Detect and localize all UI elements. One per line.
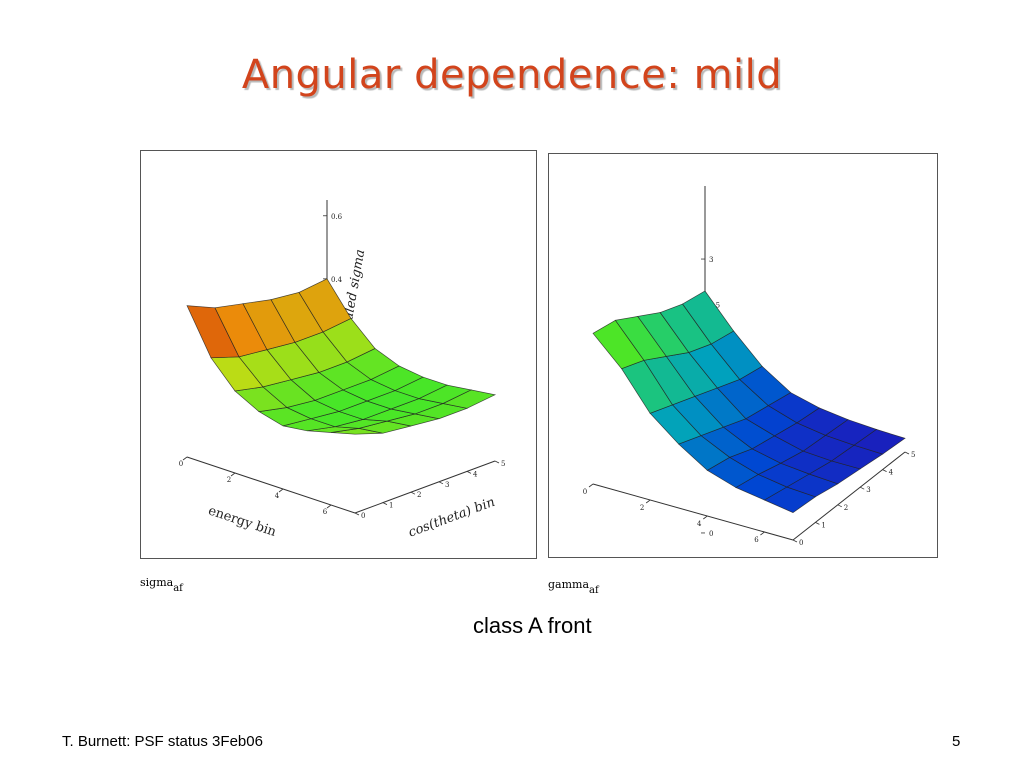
sigma-y-axis-title: cos(theta) bin — [406, 495, 497, 541]
sigma-y-tick-mark — [410, 491, 416, 495]
sigma-caption-main: sigma — [140, 576, 174, 589]
gamma-y-tick-mark — [837, 504, 842, 508]
gamma-caption: gammaaf — [548, 578, 599, 596]
gamma-x-tick-mark — [588, 483, 594, 488]
gamma-z-tick-label: 3 — [709, 256, 713, 264]
gamma-y-tick-mark — [882, 469, 887, 472]
slide-title: Angular dependence: mild — [241, 52, 783, 98]
sigma-caption-sub: af — [173, 583, 183, 594]
gamma-x-tick-label: 0 — [583, 488, 587, 496]
gamma-y-tick-mark — [860, 486, 865, 490]
gamma-y-tick-mark — [815, 522, 820, 525]
page-number: 5 — [952, 733, 961, 750]
slide-subtitle: class A front — [473, 613, 592, 638]
gamma-y-tick-label: 1 — [821, 521, 825, 529]
sigma-x-tick-label: 2 — [227, 476, 231, 484]
sigma-y-tick-label: 5 — [501, 460, 505, 468]
gamma-x-tick-label: 6 — [754, 536, 759, 544]
sigma-x-axis-line — [186, 456, 356, 514]
sigma-surface — [186, 278, 497, 435]
sigma-x-tick-label: 4 — [275, 492, 280, 500]
sigma-y-tick-label: 4 — [473, 470, 478, 478]
gamma-y-axis-line — [792, 451, 906, 541]
sigma-x-tick-mark — [278, 488, 284, 493]
sigma-y-axis-line — [354, 460, 496, 514]
gamma-y-tick-label: 3 — [866, 486, 870, 494]
sigma-y-tick-label: 2 — [417, 491, 421, 499]
gamma-x-tick-mark — [645, 499, 651, 504]
gamma-surface — [592, 290, 906, 514]
gamma-x-tick-label: 2 — [640, 504, 644, 512]
gamma-x-tick-mark — [703, 515, 708, 520]
gamma-y-tick-mark — [904, 451, 910, 455]
gamma-y-tick-label: 4 — [889, 469, 894, 477]
sigma-y-tick-label: 3 — [445, 481, 449, 489]
sigma-y-tick-label: 1 — [389, 502, 393, 510]
sigma-y-tick-mark — [382, 502, 388, 505]
sigma-x-tick-label: 6 — [323, 508, 328, 516]
sigma-y-tick-mark — [494, 460, 500, 464]
footer-text: T. Burnett: PSF status 3Feb06 — [62, 733, 263, 750]
gamma-surface-patch — [682, 290, 735, 345]
sigma-z-tick-label: 0.6 — [331, 213, 343, 221]
sigma-y-tick-mark — [438, 481, 444, 485]
gamma-caption-main: gamma — [548, 578, 590, 591]
gamma-x-axis-line — [592, 483, 794, 541]
gamma-caption-sub: af — [589, 585, 599, 596]
sigma-x-tick-label: 0 — [179, 460, 183, 468]
sigma-y-tick-mark — [354, 512, 360, 516]
gamma-y-tick-mark — [792, 539, 798, 543]
gamma-x-tick-label: 4 — [697, 520, 702, 528]
sigma-x-axis-title: energy bin — [206, 503, 278, 540]
sigma-x-tick-mark — [182, 456, 188, 461]
gamma-y-tick-label: 2 — [844, 504, 848, 512]
sigma-caption: sigmaaf — [140, 576, 183, 594]
sigma-z-tick-label: 0.4 — [331, 276, 343, 284]
gamma-surface-svg: 0246012345022.53 — [583, 186, 915, 547]
sigma-x-tick-mark — [230, 472, 236, 477]
gamma-y-tick-label: 5 — [911, 451, 915, 459]
gamma-surface-plot: 0246012345022.53 — [548, 153, 938, 558]
sigma-x-tick-mark — [326, 504, 332, 509]
sigma-surface-patch — [298, 278, 352, 333]
gamma-z-tick-label: 0 — [709, 530, 713, 538]
sigma-y-tick-label: 0 — [361, 512, 365, 520]
sigma-y-tick-mark — [466, 471, 472, 474]
gamma-y-tick-label: 0 — [799, 539, 803, 547]
gamma-x-tick-mark — [760, 531, 765, 536]
